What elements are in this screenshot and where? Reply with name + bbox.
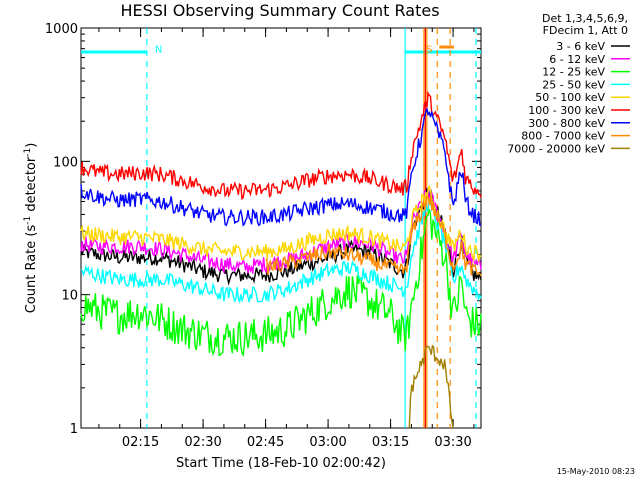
series-line-7 [265, 195, 482, 277]
y-tick-label: 1000 [45, 22, 78, 37]
x-tick-label: 02:45 [247, 435, 284, 450]
legend: Det 1,3,4,5,6,9,FDecim 1, Att 0 3 - 6 keV… [507, 12, 630, 155]
y-label-mid: detector [24, 156, 39, 216]
legend-header: Det 1,3,4,5,6,9, [542, 12, 628, 25]
legend-entry-label: 800 - 7000 keV [521, 130, 605, 143]
y-tick-label: 100 [53, 155, 78, 170]
annotation-label-s: S [426, 45, 432, 56]
series-line-8 [408, 344, 454, 429]
legend-entry-label: 50 - 100 keV [535, 91, 605, 104]
y-label-prefix: Count Rate (s [24, 225, 39, 314]
legend-entry-label: 300 - 800 keV [528, 117, 605, 130]
legend-header: FDecim 1, Att 0 [543, 24, 628, 37]
series-line-5 [80, 90, 482, 201]
series-line-3 [80, 199, 482, 304]
legend-entry-label: 6 - 12 keV [549, 53, 605, 66]
annotation-label-n: N [155, 45, 162, 56]
y-label-suffix: ) [24, 143, 39, 148]
x-tick-label: 02:15 [122, 435, 159, 450]
x-tick-label: 02:30 [184, 435, 221, 450]
legend-entry-label: 100 - 300 keV [528, 104, 605, 117]
y-label-sup2: -1 [23, 148, 33, 157]
legend-entry-label: 12 - 25 keV [542, 66, 605, 79]
y-axis-label: Count Rate (s-1 detector-1) [23, 143, 39, 314]
y-tick-label: 1 [70, 422, 78, 437]
legend-entry-label: 25 - 50 keV [542, 78, 605, 91]
y-tick-label: 10 [61, 289, 78, 304]
chart-title: HESSI Observing Summary Count Rates [120, 1, 439, 20]
series-line-2 [80, 208, 482, 357]
x-tick-label: 03:30 [434, 435, 471, 450]
series-line-6 [80, 108, 482, 227]
series-line-4 [80, 184, 482, 263]
plot-area: 1 10 100 1000 02:15 02:30 02:45 03:00 03:15 03:30… [45, 22, 482, 450]
legend-entry-label: 7000 - 20000 keV [507, 142, 605, 155]
legend-entry-label: 3 - 6 keV [556, 40, 605, 53]
x-axis-label: Start Time (18-Feb-10 02:00:42) [176, 456, 386, 471]
series-line-1 [80, 188, 482, 275]
plot-frame [80, 27, 482, 429]
y-label-sup1: -1 [23, 216, 33, 225]
x-tick-label: 03:00 [309, 435, 346, 450]
timestamp: 15-May-2010 08:23 [557, 467, 635, 476]
x-tick-label: 03:15 [372, 435, 409, 450]
